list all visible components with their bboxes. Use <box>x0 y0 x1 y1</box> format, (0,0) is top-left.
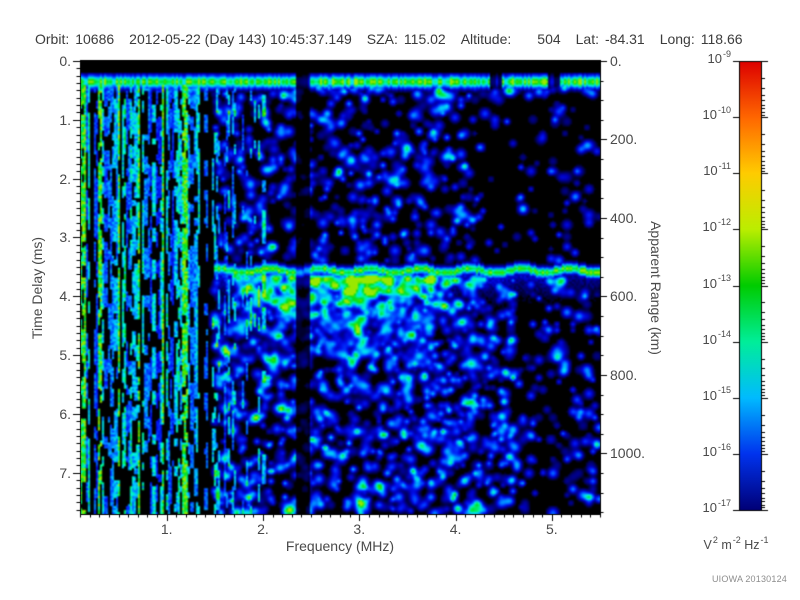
y-tick-label: 2. <box>59 170 71 187</box>
range-tick-label: 400. <box>610 209 638 226</box>
header-field: Long: 118.66 <box>659 31 743 47</box>
colorbar-tick-label: 10-11 <box>703 160 731 179</box>
header-info: Orbit: 10686 2012-05-22 (Day 143) 10:45:37… <box>35 31 743 47</box>
range-tick-label: 0. <box>610 53 622 69</box>
y-tick-label: 7. <box>59 464 71 481</box>
x-axis-title: Frequency (MHz) <box>285 538 395 554</box>
y-tick-label: 3. <box>59 229 71 246</box>
y-tick-label: 0. <box>59 53 71 69</box>
y-tick-label: 5. <box>59 347 71 364</box>
y-tick-label: 6. <box>59 405 71 422</box>
colorbar-units-label: V2 m-2 Hz-1 <box>703 534 769 552</box>
colorbar-tick-label: 10-13 <box>702 273 731 291</box>
x-tick-label: 3. <box>353 521 366 537</box>
x-tick-label: 1. <box>160 521 173 537</box>
x-tick-label: 5. <box>546 521 558 537</box>
header-field: SZA: 115.02 <box>366 31 446 47</box>
watermark: UIOWA 20130124 <box>711 574 787 584</box>
y-tick-label: 1. <box>59 111 71 128</box>
header-field: Altitude: 504 <box>460 31 561 47</box>
colorbar-tick-label: 10-16 <box>702 441 731 459</box>
range-tick-label: 600. <box>610 288 638 305</box>
y-axis-title-right: Apparent Range (km) <box>648 221 664 355</box>
colorbar-tick-label: 10-15 <box>702 385 731 403</box>
header-field: Orbit: 10686 <box>35 31 115 47</box>
header-field: Lat: -84.31 <box>575 31 645 47</box>
header-field: 2012-05-22 (Day 143) 10:45:37.149 <box>129 31 352 47</box>
colorbar-tick-label: 10-9 <box>707 48 731 66</box>
x-tick-label: 2. <box>257 521 269 537</box>
colorbar-tick-label: 10-14 <box>702 329 731 347</box>
colorbar-tick-label: 10-10 <box>702 104 731 123</box>
colorbar-tick-label: 10-17 <box>702 497 731 515</box>
range-tick-label: 200. <box>610 131 638 148</box>
y-axis-title-left: Time Delay (ms) <box>29 236 45 340</box>
range-tick-label: 800. <box>610 366 638 383</box>
colorbar-tick-label: 10-12 <box>702 217 731 235</box>
x-tick-label: 4. <box>449 521 462 537</box>
range-tick-label: 1000. <box>610 445 646 462</box>
y-tick-label: 4. <box>59 288 71 305</box>
